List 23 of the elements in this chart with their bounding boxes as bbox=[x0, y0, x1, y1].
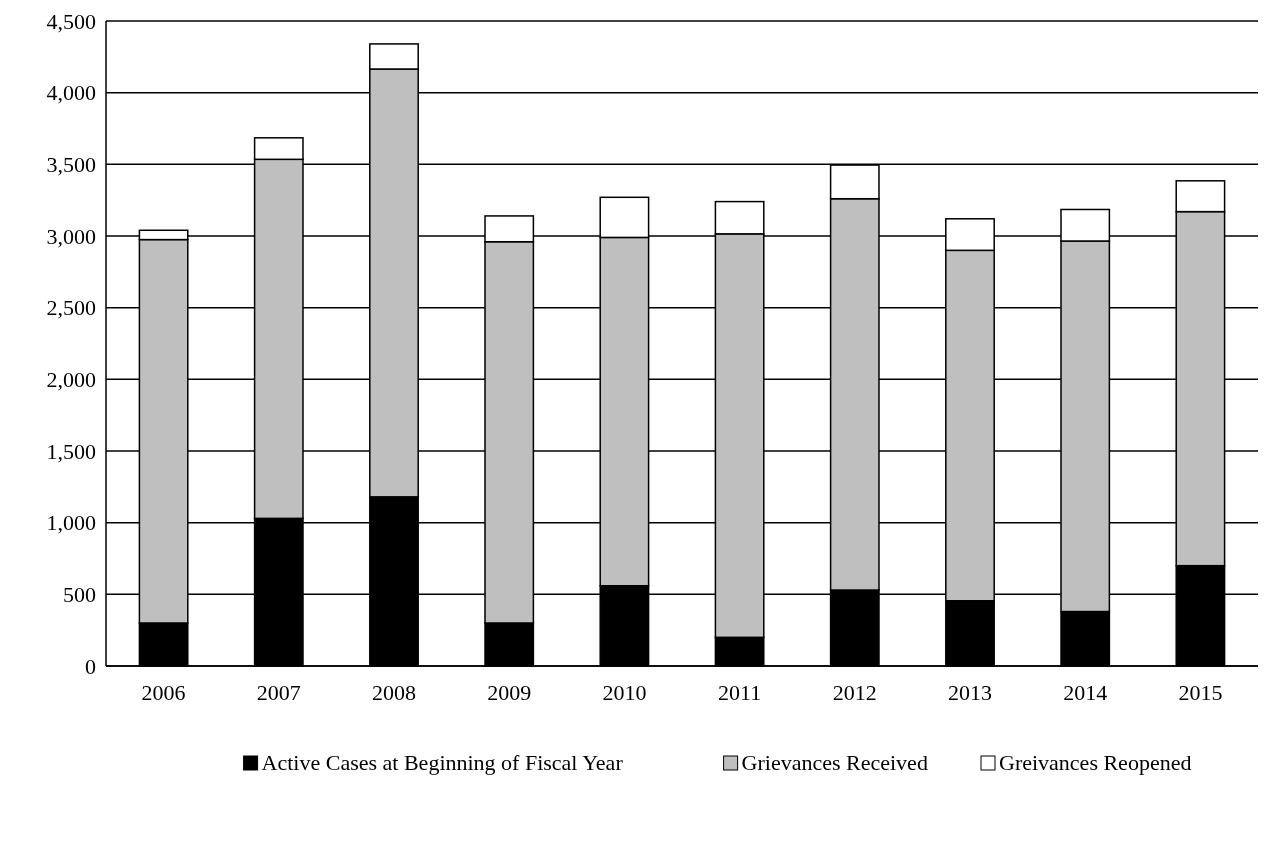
x-tick-label: 2014 bbox=[1063, 680, 1108, 705]
y-tick-label: 2,000 bbox=[46, 367, 96, 393]
x-tick-label: 2007 bbox=[256, 680, 301, 705]
y-tick-label: 3,500 bbox=[46, 152, 96, 178]
x-tick-label: 2006 bbox=[141, 680, 186, 705]
x-tick-label: 2008 bbox=[372, 680, 416, 705]
y-tick-label: 0 bbox=[85, 653, 96, 679]
x-tick-label: 2010 bbox=[602, 680, 647, 705]
x-tick-label: 2013 bbox=[948, 680, 992, 705]
x-tick-label: 2012 bbox=[832, 680, 877, 705]
y-tick-label: 1,500 bbox=[46, 438, 96, 464]
y-tick-label: 4,000 bbox=[46, 80, 96, 106]
y-tick-label: 500 bbox=[63, 582, 96, 608]
legend-label: Active Cases at Beginning of Fiscal Year bbox=[261, 750, 624, 775]
legend-label: Greivances Reopened bbox=[999, 750, 1192, 775]
y-tick-label: 2,500 bbox=[46, 295, 96, 321]
x-tick-label: 2011 bbox=[718, 680, 762, 705]
x-tick-label: 2009 bbox=[487, 680, 532, 705]
x-tick-label: 2015 bbox=[1178, 680, 1223, 705]
legend-label: Grievances Received bbox=[741, 750, 928, 775]
y-tick-label: 3,000 bbox=[46, 223, 96, 249]
y-tick-label: 4,500 bbox=[46, 8, 96, 34]
y-tick-label: 1,000 bbox=[46, 510, 96, 536]
